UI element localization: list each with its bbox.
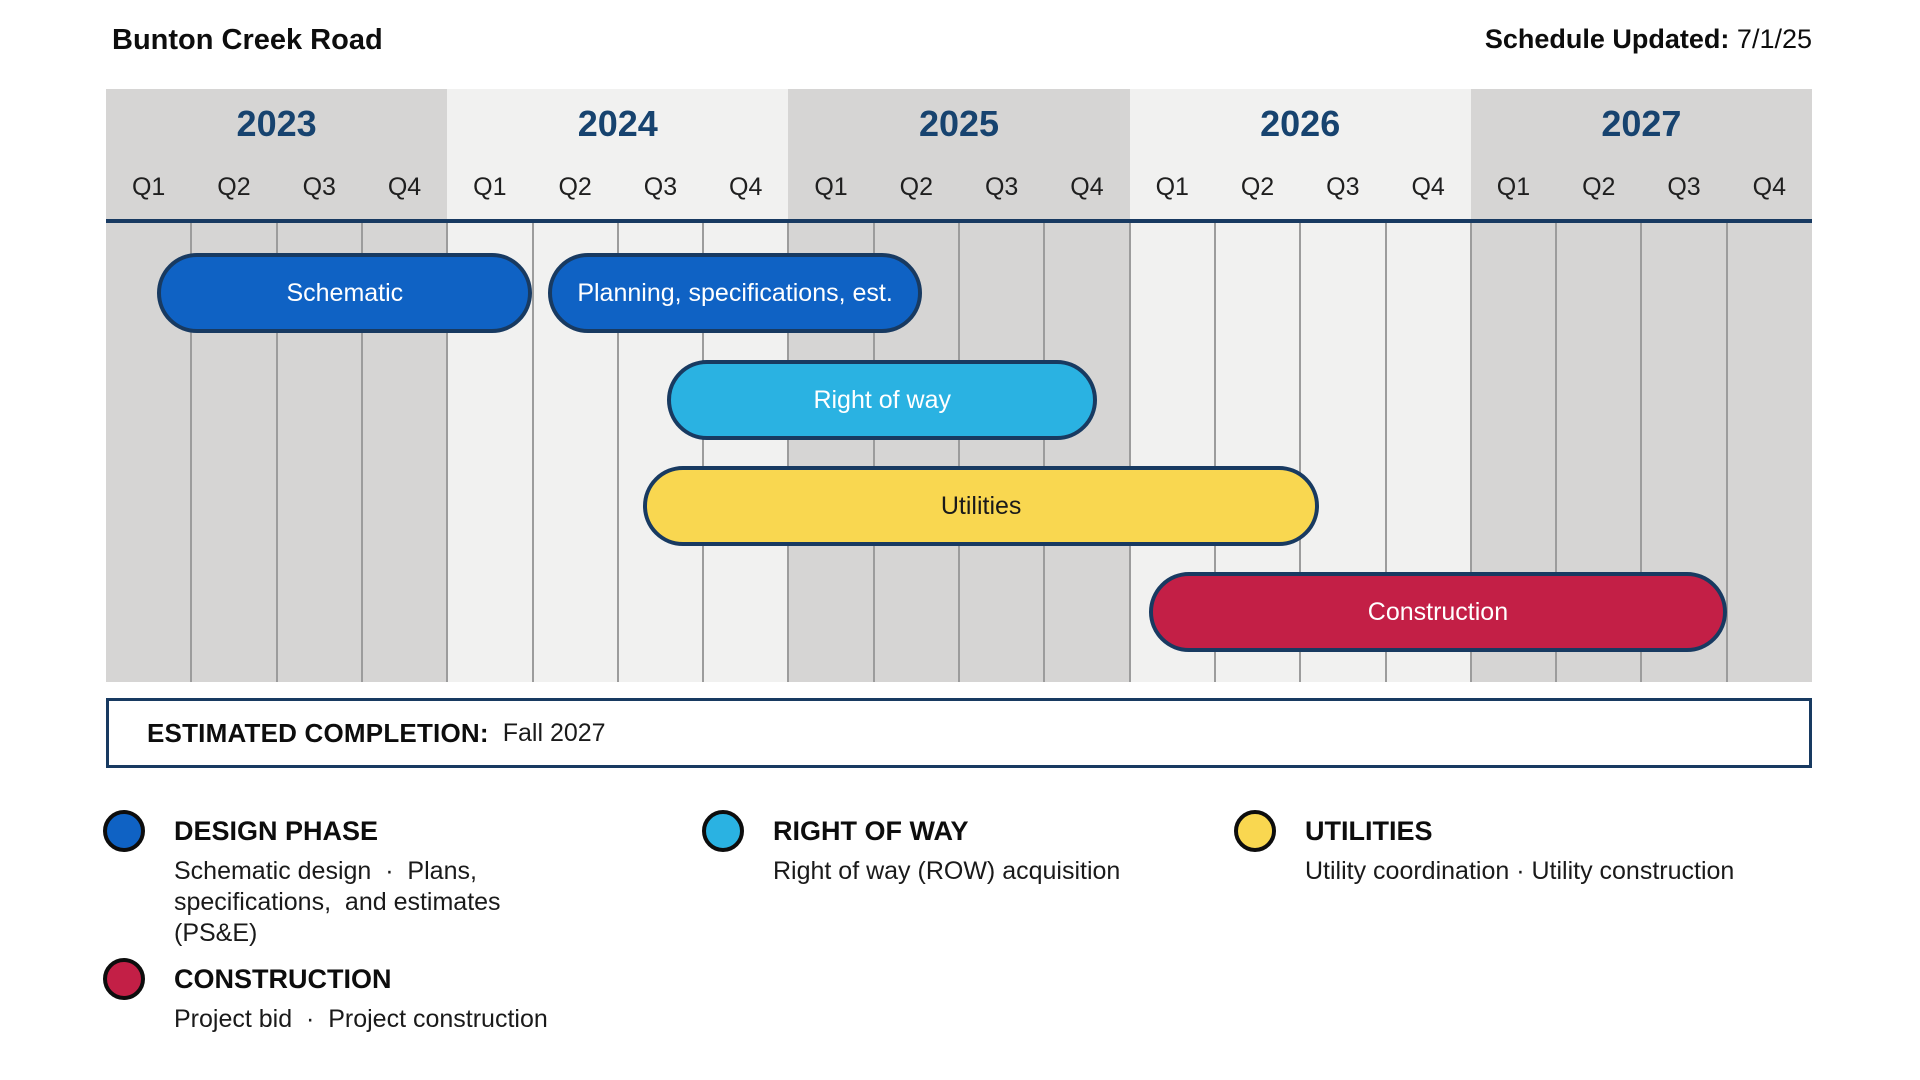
schedule-updated: Schedule Updated: 7/1/25 — [1485, 24, 1812, 55]
gridline — [360, 223, 363, 682]
legend-text: RIGHT OF WAY Right of way (ROW) acquisiti… — [773, 808, 1242, 887]
schedule-updated-value: 7/1/25 — [1729, 24, 1812, 54]
quarter-label: Q3 — [984, 173, 1019, 201]
task-bar-utilities: Utilities — [643, 466, 1319, 546]
legend-text: UTILITIES Utility coordination · Utility … — [1305, 808, 1774, 887]
year-label: 2027 — [1601, 103, 1682, 144]
header-divider-line — [106, 219, 1812, 223]
quarter-label: Q4 — [1411, 173, 1445, 201]
quarter-label: Q4 — [1070, 173, 1104, 201]
gridline — [1128, 223, 1131, 682]
quarter-label: Q2 — [1240, 173, 1275, 201]
year-label: 2023 — [236, 103, 317, 144]
quarter-label: Q4 — [387, 173, 422, 201]
legend-title: DESIGN PHASE — [174, 816, 379, 846]
quarter-label: Q1 — [1496, 173, 1531, 201]
quarter-label: Q1 — [814, 173, 848, 201]
legend-text: CONSTRUCTION Project bid · Project constr… — [174, 956, 573, 1035]
task-bar-construction: Construction — [1149, 572, 1727, 652]
quarter-label: Q2 — [217, 173, 251, 201]
quarter-label: Q2 — [558, 173, 592, 201]
legend-description: Right of way (ROW) acquisition — [773, 857, 1121, 885]
legend-text: DESIGN PHASE Schematic design · Plans, sp… — [174, 808, 573, 949]
legend-item-design: DESIGN PHASE Schematic design · Plans, sp… — [103, 808, 573, 949]
task-bar-design: Planning, specifications, est. — [547, 253, 923, 333]
gridline — [872, 223, 875, 682]
schedule-updated-label: Schedule Updated: — [1484, 24, 1730, 54]
task-bar-right_of_way: Right of way — [667, 360, 1098, 440]
legend-color-circle-icon — [1234, 810, 1276, 852]
legend-item-right_of_way: RIGHT OF WAY Right of way (ROW) acquisiti… — [702, 808, 1242, 887]
estimated-completion-box: ESTIMATED COMPLETION: Fall 2027 — [106, 698, 1812, 768]
legend-title: RIGHT OF WAY — [773, 816, 969, 846]
gridline — [1555, 223, 1558, 682]
legend-color-circle-icon — [103, 810, 145, 852]
gridline — [1469, 223, 1472, 682]
quarter-label: Q1 — [131, 173, 166, 201]
legend-item-construction: CONSTRUCTION Project bid · Project constr… — [103, 956, 573, 1035]
quarter-label: Q3 — [1326, 173, 1360, 201]
quarter-label: Q2 — [1582, 173, 1616, 201]
estimated-completion-label: ESTIMATED COMPLETION: — [147, 717, 489, 748]
top-bar: Bunton Creek Road Schedule Updated: 7/1/… — [106, 22, 1812, 66]
page-title: Bunton Creek Road — [112, 24, 383, 56]
legend-description: Project bid · Project construction — [174, 1005, 548, 1033]
gridline — [446, 223, 449, 682]
legend-color-circle-icon — [103, 958, 145, 1000]
year-label: 2025 — [918, 103, 1000, 144]
quarter-label: Q3 — [1667, 173, 1701, 201]
legend-description: Utility coordination · Utility construct… — [1305, 857, 1735, 885]
task-bar-design: Schematic — [157, 253, 533, 333]
gridline — [1299, 223, 1302, 682]
gridline — [616, 223, 619, 682]
gridline — [1640, 223, 1643, 682]
legend-title: UTILITIES — [1305, 816, 1433, 846]
legend-title: CONSTRUCTION — [174, 964, 392, 994]
gridline — [702, 223, 705, 682]
gridline — [958, 223, 960, 682]
quarter-label: Q1 — [1155, 173, 1189, 201]
gridline — [1384, 223, 1387, 682]
gridline — [1213, 223, 1216, 682]
gridline — [275, 223, 278, 682]
year-label: 2024 — [577, 103, 658, 144]
quarter-label: Q1 — [473, 173, 507, 201]
legend-item-utilities: UTILITIES Utility coordination · Utility … — [1234, 808, 1774, 887]
quarter-label: Q3 — [643, 173, 678, 201]
quarter-label: Q2 — [899, 173, 934, 201]
quarter-label: Q4 — [729, 173, 763, 201]
gantt-chart: 2023 Q1 Q2 Q3 Q4 2024 Q1 Q2 Q3 Q4 2025 Q1 Q2 Q3 Q4 2026… — [106, 89, 1812, 682]
legend-description: Schematic design · Plans, specifications… — [174, 857, 501, 947]
quarter-label: Q3 — [302, 173, 336, 201]
gridline — [190, 223, 193, 682]
legend-color-circle-icon — [702, 810, 744, 852]
gridline — [1725, 223, 1728, 682]
year-label: 2026 — [1260, 103, 1341, 144]
gridline — [787, 223, 790, 682]
gridline — [1043, 223, 1046, 682]
estimated-completion-value: Fall 2027 — [502, 718, 606, 747]
gridline — [531, 223, 534, 682]
quarter-label: Q4 — [1752, 173, 1787, 201]
